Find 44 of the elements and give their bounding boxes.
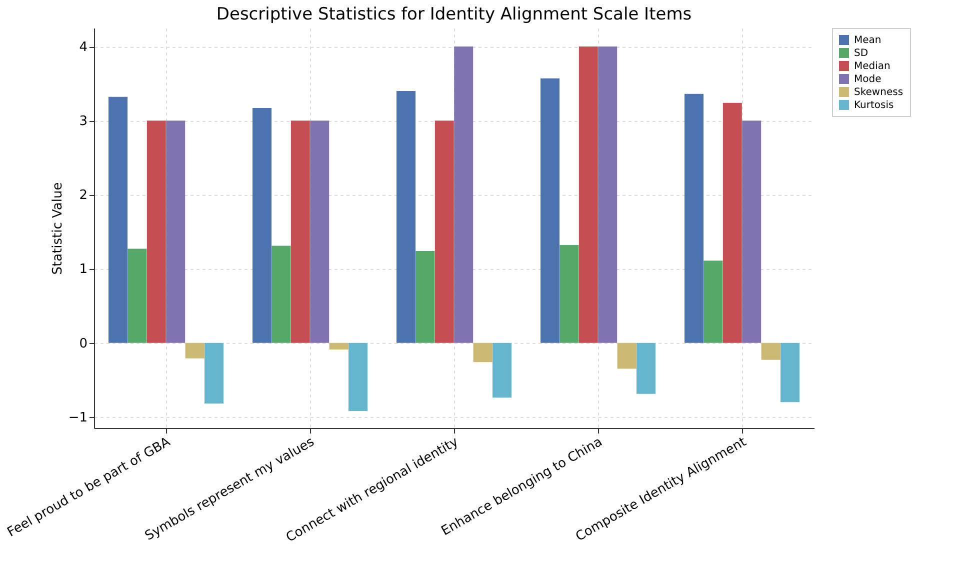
- bar: [166, 120, 186, 343]
- bar: [761, 342, 780, 360]
- bar: [185, 342, 204, 358]
- bar: [742, 120, 762, 343]
- bar: [146, 120, 166, 343]
- bar: [290, 120, 310, 343]
- bar: [722, 102, 742, 343]
- bar: [108, 96, 128, 343]
- y-tick-label: −1: [68, 410, 88, 426]
- bar: [473, 342, 492, 362]
- bar: [310, 120, 330, 343]
- legend-label: Mode: [854, 74, 882, 85]
- bar: [348, 342, 368, 411]
- bar: [396, 90, 416, 343]
- bar: [704, 260, 723, 343]
- bar: [128, 248, 147, 343]
- bar: [492, 342, 512, 398]
- y-tick-label: 0: [79, 336, 88, 352]
- bar: [272, 246, 291, 343]
- bar: [252, 108, 272, 343]
- y-tick-label: 3: [79, 114, 88, 130]
- bar: [636, 342, 656, 394]
- bar: [434, 120, 454, 343]
- bar: [204, 342, 224, 404]
- y-axis-title: Statistic Value: [50, 182, 66, 275]
- bar: [560, 245, 579, 343]
- legend-label: SD: [854, 48, 868, 59]
- y-tick-label: 4: [79, 40, 88, 56]
- bar: [329, 342, 348, 350]
- bar: [454, 46, 474, 343]
- y-tick-label: 1: [79, 262, 88, 278]
- bar: [617, 342, 636, 369]
- bar: [416, 250, 435, 343]
- legend-label: Skewness: [854, 87, 904, 98]
- legend-label: Median: [854, 61, 890, 72]
- legend-label: Mean: [854, 35, 882, 46]
- bar: [780, 342, 800, 402]
- bar: [684, 94, 704, 343]
- bar: [578, 46, 598, 343]
- legend-label: Kurtosis: [854, 100, 894, 111]
- y-tick-label: 2: [79, 188, 88, 204]
- chart-title: Descriptive Statistics for Identity Alignment Scale Items: [216, 4, 692, 24]
- bar: [598, 46, 618, 343]
- bar: [540, 78, 560, 343]
